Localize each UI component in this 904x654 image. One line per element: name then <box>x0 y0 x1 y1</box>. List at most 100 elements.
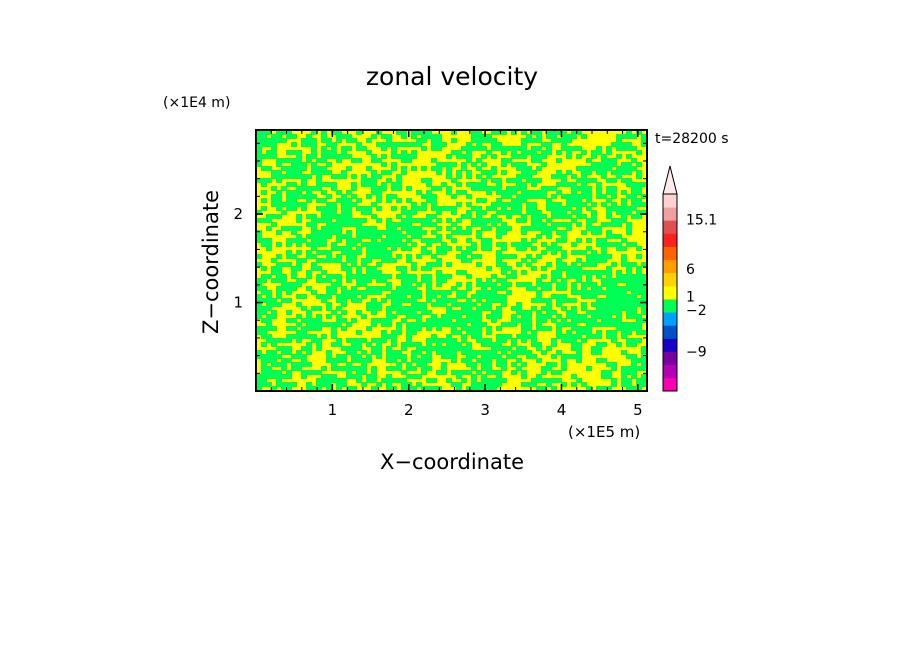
field-cell <box>401 370 407 375</box>
field-cell <box>621 370 627 375</box>
field-cell <box>571 306 577 311</box>
field-cell <box>616 298 622 303</box>
field-cell <box>501 350 507 355</box>
field-cell <box>376 206 382 211</box>
field-cell <box>271 174 277 179</box>
field-cell <box>321 182 327 187</box>
field-cell <box>436 206 442 211</box>
field-cell <box>631 310 637 315</box>
field-cell <box>516 178 522 183</box>
field-cell <box>351 294 357 299</box>
field-cell <box>306 158 312 163</box>
field-cell <box>491 222 497 227</box>
field-cell <box>276 302 282 307</box>
field-cell <box>461 322 467 327</box>
field-cell <box>401 242 407 247</box>
field-cell <box>416 294 422 299</box>
field-cell <box>606 146 612 151</box>
field-cell <box>291 334 297 339</box>
field-cell <box>581 182 587 187</box>
field-cell <box>541 298 547 303</box>
field-cell <box>606 254 612 259</box>
field-cell <box>391 314 397 319</box>
field-cell <box>531 202 537 207</box>
field-cell <box>471 138 477 143</box>
field-cell <box>566 310 572 315</box>
field-cell <box>271 298 277 303</box>
field-cell <box>281 350 287 355</box>
field-cell <box>366 266 372 271</box>
field-cell <box>606 190 612 195</box>
field-cell <box>591 322 597 327</box>
field-cell <box>541 154 547 159</box>
field-cell <box>441 278 447 283</box>
field-cell <box>341 150 347 155</box>
field-cell <box>576 318 582 323</box>
field-cell <box>551 310 557 315</box>
field-cell <box>476 218 482 223</box>
field-cell <box>426 130 432 135</box>
field-cell <box>546 306 552 311</box>
field-cell <box>286 190 292 195</box>
field-cell <box>411 306 417 311</box>
field-cell <box>351 202 357 207</box>
field-cell <box>256 154 262 159</box>
field-cell <box>276 178 282 183</box>
field-cell <box>546 378 552 383</box>
field-cell <box>591 262 597 267</box>
field-cell <box>601 194 607 199</box>
field-cell <box>581 190 587 195</box>
field-cell <box>276 346 282 351</box>
field-cell <box>536 190 542 195</box>
field-cell <box>411 342 417 347</box>
field-cell <box>541 282 547 287</box>
field-cell <box>546 346 552 351</box>
field-cell <box>566 322 572 327</box>
field-cell <box>586 330 592 335</box>
field-cell <box>631 214 637 219</box>
field-cell <box>396 330 402 335</box>
field-cell <box>611 334 617 339</box>
field-cell <box>426 366 432 371</box>
field-cell <box>486 338 492 343</box>
field-cell <box>261 330 267 335</box>
field-cell <box>411 134 417 139</box>
field-cell <box>441 142 447 147</box>
field-cell <box>616 134 622 139</box>
field-cell <box>346 190 352 195</box>
field-cell <box>356 146 362 151</box>
field-cell <box>546 230 552 235</box>
field-cell <box>346 322 352 327</box>
field-cell <box>526 326 532 331</box>
field-cell <box>361 278 367 283</box>
field-cell <box>586 158 592 163</box>
field-cell <box>371 270 377 275</box>
field-cell <box>421 166 427 171</box>
field-cell <box>321 206 327 211</box>
field-cell <box>296 242 302 247</box>
field-cell <box>396 286 402 291</box>
field-cell <box>306 154 312 159</box>
field-cell <box>286 202 292 207</box>
field-cell <box>416 130 422 135</box>
field-cell <box>371 182 377 187</box>
field-cell <box>451 138 457 143</box>
field-cell <box>606 282 612 287</box>
field-cell <box>391 194 397 199</box>
field-cell <box>471 182 477 187</box>
field-cell <box>311 318 317 323</box>
field-cell <box>621 166 627 171</box>
field-cell <box>641 278 647 283</box>
field-cell <box>561 138 567 143</box>
field-cell <box>446 274 452 279</box>
field-cell <box>391 182 397 187</box>
field-cell <box>366 342 372 347</box>
field-cell <box>256 354 262 359</box>
field-cell <box>536 154 542 159</box>
field-cell <box>641 306 647 311</box>
field-cell <box>476 206 482 211</box>
field-cell <box>626 322 632 327</box>
field-cell <box>406 222 412 227</box>
field-cell <box>261 130 267 135</box>
field-cell <box>621 170 627 175</box>
